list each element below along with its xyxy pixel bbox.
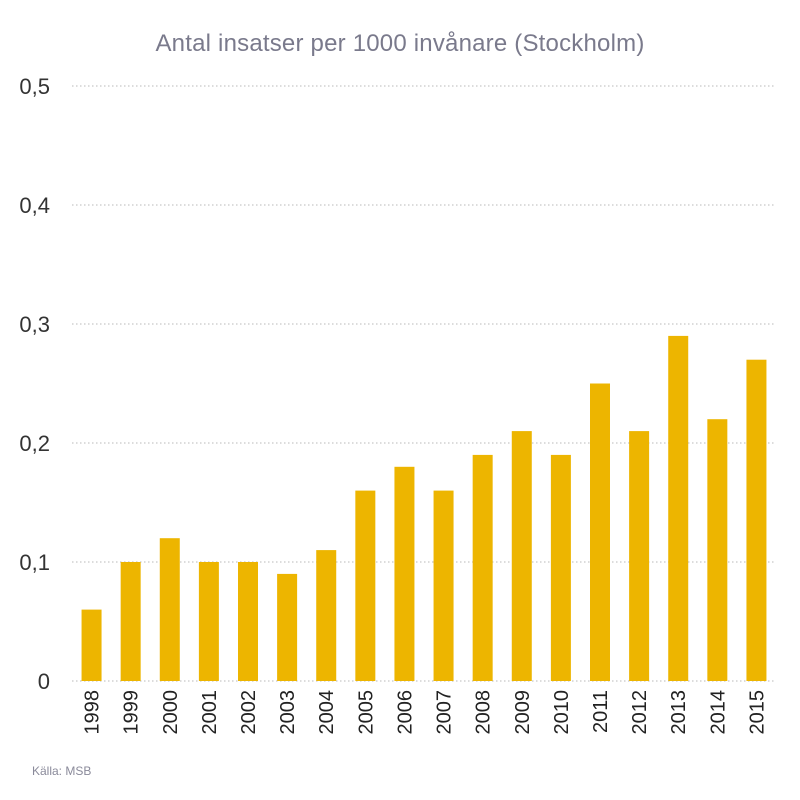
- chart-title: Antal insatser per 1000 invånare (Stockh…: [155, 30, 645, 57]
- x-tick-label: 2007: [434, 690, 456, 735]
- x-tick-label: 2002: [238, 690, 260, 735]
- bar-2012: [629, 431, 650, 681]
- bar-2008: [472, 454, 493, 681]
- y-tick-label: 0,2: [19, 431, 50, 456]
- x-tick-label: 2008: [473, 690, 495, 735]
- x-tick-label: 2012: [629, 690, 651, 735]
- bar-2014: [707, 419, 728, 681]
- y-tick-label: 0: [38, 669, 50, 694]
- bar-2001: [198, 562, 219, 681]
- x-tick-label: 2014: [707, 690, 729, 735]
- bar-2007: [433, 490, 454, 681]
- bar-2004: [316, 550, 337, 681]
- bar-2010: [550, 454, 571, 681]
- x-tick-label: 2013: [668, 690, 690, 735]
- source-note: Källa: MSB: [32, 764, 92, 778]
- bar-2011: [590, 383, 610, 681]
- x-tick-label: 1999: [121, 690, 143, 735]
- x-tick-label: 2004: [316, 690, 338, 735]
- bar-1998: [81, 609, 102, 681]
- bar-2013: [668, 335, 689, 681]
- x-tick-label: 1998: [82, 690, 104, 735]
- x-tick-label: 2005: [355, 690, 377, 735]
- y-tick-label: 0,1: [19, 550, 50, 575]
- x-tick-label: 2003: [277, 690, 299, 735]
- bar-2000: [159, 538, 180, 681]
- x-tick-label: 2006: [394, 690, 416, 735]
- bar-2005: [355, 490, 376, 681]
- x-tick-label: 2009: [512, 690, 534, 735]
- x-tick-label: 2015: [746, 690, 768, 735]
- y-axis-ticks: 0 0,1 0,2 0,3 0,4 0,5: [19, 74, 50, 694]
- bar-2006: [394, 466, 415, 681]
- bar-2003: [277, 573, 298, 681]
- bar-2009: [511, 431, 532, 681]
- gridlines: [72, 85, 776, 682]
- bar-2015: [746, 359, 767, 681]
- x-tick-label: 2011: [590, 690, 612, 733]
- bar-1999: [120, 562, 141, 681]
- bars: [81, 335, 767, 681]
- y-tick-label: 0,3: [19, 312, 50, 337]
- bar-2002: [238, 562, 258, 681]
- x-tick-label: 2000: [160, 690, 182, 735]
- x-tick-label: 2010: [551, 690, 573, 735]
- y-tick-label: 0,4: [19, 193, 50, 218]
- y-tick-label: 0,5: [19, 74, 50, 99]
- x-axis-ticks: 1998 1999 2000 2001 2002 2003 2004 2005 2006 2007…: [82, 690, 769, 735]
- x-tick-label: 2001: [199, 690, 221, 735]
